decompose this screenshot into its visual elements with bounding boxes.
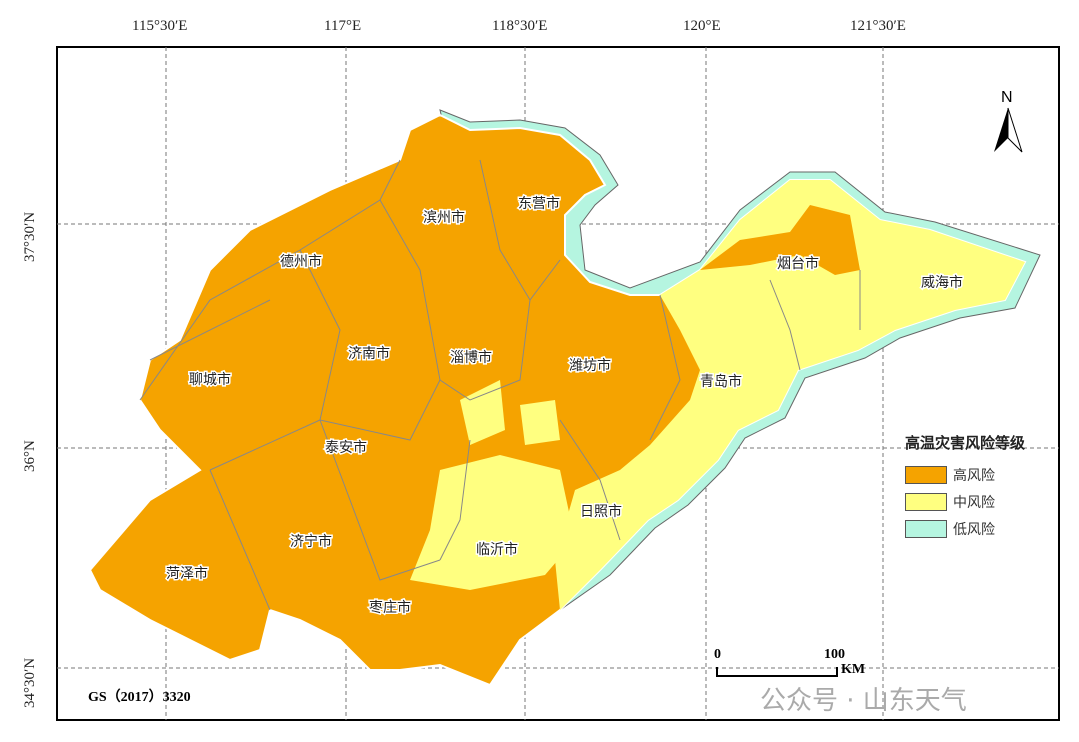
legend-item: 中风险 <box>905 488 1025 515</box>
medium-risk-inland <box>460 380 505 445</box>
city-label: 德州市 <box>280 253 322 270</box>
city-label: 聊城市 <box>189 371 231 388</box>
city-label: 青岛市 <box>700 373 742 390</box>
city-label: 滨州市 <box>423 209 465 226</box>
medium-risk-inland <box>520 400 560 445</box>
legend-title: 高温灾害风险等级 <box>905 434 1026 452</box>
scale-bar <box>716 667 838 677</box>
legend-item: 低风险 <box>905 515 1025 542</box>
lon-tick: 117°E <box>324 18 362 34</box>
city-label: 菏泽市 <box>166 565 208 582</box>
city-label: 淄博市 <box>450 349 492 366</box>
lon-tick: 120°E <box>683 18 721 34</box>
legend-item: 高风险 <box>905 461 1025 488</box>
high-risk-yantai <box>700 205 860 275</box>
scale-unit: KM <box>841 662 866 677</box>
city-label: 日照市 <box>580 503 622 520</box>
city-labels: 德州市 滨州市 东营市 烟台市 威海市 聊城市 济南市 淄博市 潍坊市 青岛市 … <box>165 194 965 618</box>
city-label: 枣庄市 <box>369 599 411 616</box>
city-label: 东营市 <box>518 195 560 212</box>
approval-number: GS（2017）3320 <box>88 690 191 705</box>
city-label: 临沂市 <box>476 541 518 558</box>
watermark: 公众号 · 山东天气 <box>760 686 967 716</box>
north-arrow-icon: N <box>994 89 1023 153</box>
city-label: 济南市 <box>348 345 390 362</box>
scale-start: 0 <box>714 647 721 662</box>
lon-tick: 115°30′E <box>132 18 188 34</box>
svg-text:N: N <box>1001 89 1013 106</box>
lon-tick: 121°30′E <box>850 18 906 34</box>
city-label: 威海市 <box>921 274 963 291</box>
legend: 高温灾害风险等级 高风险 中风险 低风险 <box>905 432 1025 542</box>
lon-tick: 118°30′E <box>492 18 548 34</box>
city-label: 烟台市 <box>777 255 819 272</box>
city-boundaries <box>139 159 861 611</box>
medium-risk-inland <box>410 455 575 590</box>
city-label: 泰安市 <box>325 439 367 456</box>
city-label: 潍坊市 <box>569 357 611 374</box>
medium-risk-area <box>555 180 1025 610</box>
city-label: 济宁市 <box>290 533 332 550</box>
scale-end: 100 <box>824 647 845 662</box>
